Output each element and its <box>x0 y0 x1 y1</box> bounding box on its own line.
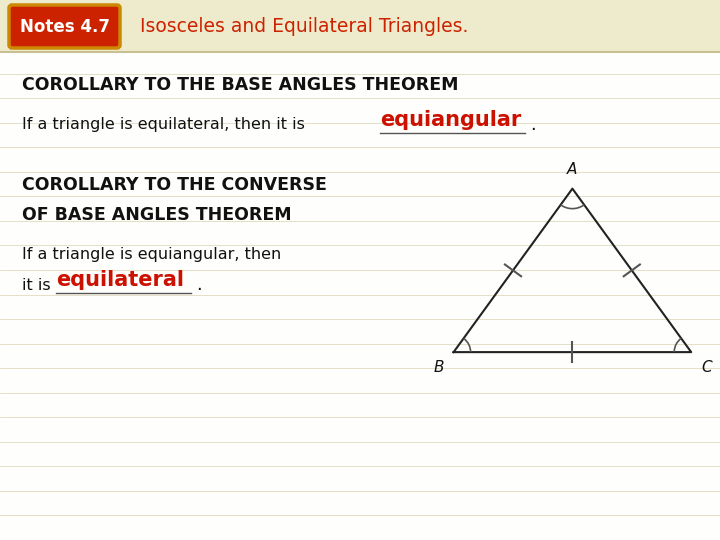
Text: If a triangle is equilateral, then it is: If a triangle is equilateral, then it is <box>22 118 305 132</box>
Text: equiangular: equiangular <box>380 110 521 130</box>
Text: A: A <box>567 161 577 177</box>
Text: .: . <box>530 116 536 134</box>
Text: If a triangle is equiangular, then: If a triangle is equiangular, then <box>22 247 282 262</box>
Text: C: C <box>701 360 712 375</box>
FancyBboxPatch shape <box>9 5 120 48</box>
Text: OF BASE ANGLES THEOREM: OF BASE ANGLES THEOREM <box>22 206 292 224</box>
Text: B: B <box>433 360 444 375</box>
Text: Isosceles and Equilateral Triangles.: Isosceles and Equilateral Triangles. <box>140 17 469 36</box>
Bar <box>0 0 720 52</box>
Text: Notes 4.7: Notes 4.7 <box>19 17 109 36</box>
Text: it is: it is <box>22 278 50 293</box>
Text: COROLLARY TO THE BASE ANGLES THEOREM: COROLLARY TO THE BASE ANGLES THEOREM <box>22 76 459 94</box>
Text: .: . <box>196 276 202 294</box>
Text: equilateral: equilateral <box>56 270 184 290</box>
Text: COROLLARY TO THE CONVERSE: COROLLARY TO THE CONVERSE <box>22 176 327 194</box>
